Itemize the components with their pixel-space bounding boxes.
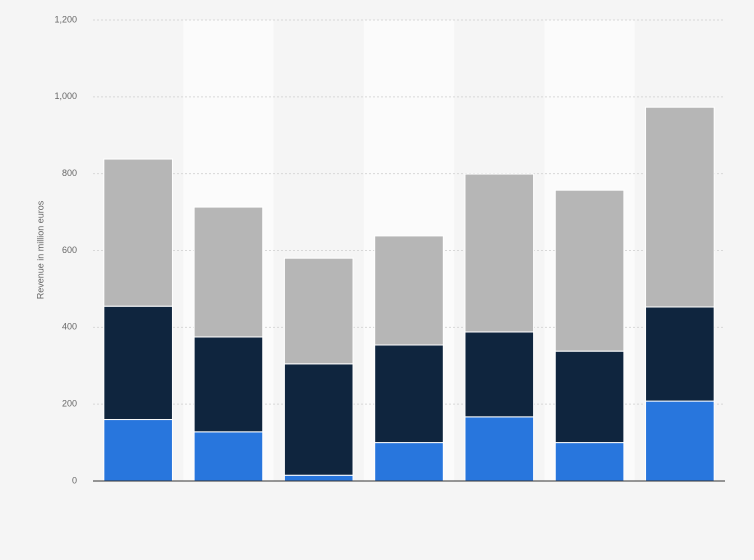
y-axis-label: Revenue in million euros (35, 200, 45, 299)
bar-segment (645, 106, 715, 308)
y-tick-label: 200 (62, 399, 77, 409)
bar-segment (103, 419, 173, 482)
bar-segment (554, 189, 625, 352)
y-tick-label: 600 (62, 245, 77, 255)
bar-segment (554, 350, 625, 444)
bar-segment (103, 305, 173, 421)
bar-segment (464, 416, 535, 482)
bar-segment (193, 431, 264, 482)
y-tick-label: 0 (72, 475, 77, 485)
bar-segment (374, 344, 444, 444)
y-tick-label: 400 (62, 322, 77, 332)
bar-segment (374, 235, 444, 346)
bar-segment (554, 442, 625, 482)
bar-segment (283, 363, 354, 476)
bar-segment (645, 400, 715, 482)
y-tick-label: 800 (62, 168, 77, 178)
bar-segment (464, 331, 535, 418)
bar-segment (464, 173, 535, 333)
bar-segment (283, 474, 354, 482)
bar-segment (193, 206, 264, 338)
bar-segment (103, 158, 173, 307)
y-tick-label: 1,000 (54, 91, 77, 101)
y-tick-label: 1,200 (54, 14, 77, 24)
bar-segment (374, 442, 444, 482)
bar-segment (283, 257, 354, 365)
bar-segment (193, 336, 264, 433)
bar-segment (645, 306, 715, 402)
